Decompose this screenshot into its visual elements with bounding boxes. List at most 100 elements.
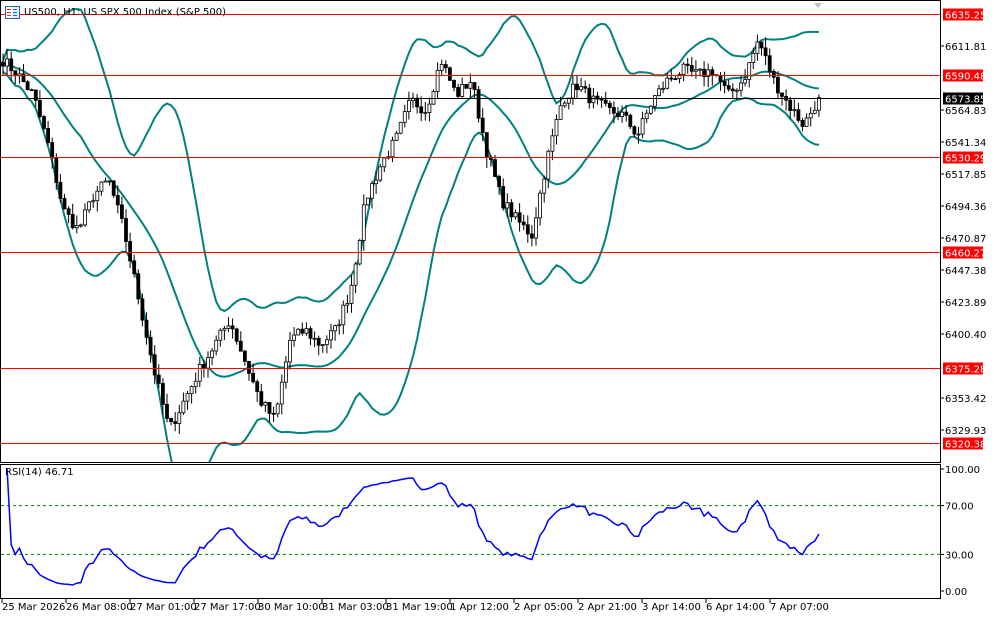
candle-bull bbox=[431, 91, 436, 105]
candle-bear bbox=[300, 328, 305, 334]
candle-bear bbox=[730, 88, 735, 92]
candle-bear bbox=[70, 214, 75, 229]
candle-bear bbox=[251, 372, 256, 383]
candle-bear bbox=[800, 119, 805, 127]
candle-bear bbox=[722, 81, 727, 87]
candle-bull bbox=[193, 380, 198, 387]
candle-bear bbox=[13, 70, 18, 77]
candle-bull bbox=[218, 329, 223, 341]
y-tick-label: 6423.89 bbox=[945, 298, 986, 309]
candle-bull bbox=[103, 180, 108, 183]
candle-bear bbox=[780, 92, 784, 97]
candle-bull bbox=[817, 97, 821, 111]
candle-bull bbox=[681, 63, 686, 75]
candle-bear bbox=[234, 328, 239, 342]
candle-bull bbox=[792, 109, 797, 112]
candle-bull bbox=[304, 328, 309, 334]
candle-bear bbox=[255, 381, 260, 393]
candle-bull bbox=[329, 330, 333, 341]
candle-bear bbox=[501, 186, 506, 209]
candle-bear bbox=[456, 87, 461, 97]
candle-bull bbox=[378, 166, 383, 181]
candle-bear bbox=[230, 325, 235, 330]
candle-bear bbox=[308, 328, 313, 339]
candle-bear bbox=[25, 81, 30, 91]
candle-bull bbox=[665, 77, 670, 89]
candle-bear bbox=[29, 89, 34, 92]
candle-bear bbox=[38, 100, 42, 117]
candle-bull bbox=[439, 64, 444, 71]
chart-title: US500, H1: US SPX 500 Index (S&P 500) bbox=[5, 6, 226, 19]
candle-bull bbox=[185, 393, 190, 402]
rsi-tick-label: 70.00 bbox=[945, 502, 974, 513]
candle-bull bbox=[427, 103, 432, 113]
level-price-tag bbox=[943, 362, 983, 375]
candle-bear bbox=[415, 97, 420, 108]
y-tick-label: 6470.87 bbox=[945, 234, 986, 245]
candle-bull bbox=[312, 337, 317, 340]
price-series bbox=[1, 8, 821, 462]
candle-bear bbox=[575, 83, 579, 91]
candle-bull bbox=[341, 304, 346, 326]
y-tick-label: 6447.38 bbox=[945, 266, 986, 277]
candle-bear bbox=[111, 180, 116, 196]
level-price-label: 6635.25 bbox=[945, 11, 986, 22]
level-price-tag bbox=[943, 69, 983, 82]
candle-bear bbox=[152, 354, 157, 376]
candle-bear bbox=[242, 350, 247, 362]
candle-bull bbox=[579, 86, 583, 91]
candle-bull bbox=[189, 386, 194, 395]
bollinger-middle-band bbox=[2, 61, 819, 378]
candle-bull bbox=[197, 364, 202, 382]
candle-bull bbox=[296, 328, 301, 336]
candle-bull bbox=[620, 111, 624, 118]
candle-bear bbox=[165, 403, 169, 419]
level-price-tag bbox=[943, 151, 983, 164]
candle-bear bbox=[788, 99, 793, 112]
candle-bear bbox=[120, 204, 124, 219]
candle-bull bbox=[288, 339, 292, 363]
candle-bull bbox=[275, 403, 280, 415]
candle-bear bbox=[771, 71, 776, 78]
level-price-label: 6320.38 bbox=[945, 440, 986, 451]
candle-bear bbox=[616, 112, 620, 118]
candle-bull bbox=[99, 181, 104, 192]
candle-bull bbox=[87, 201, 91, 211]
candle-bull bbox=[345, 303, 350, 306]
candle-bull bbox=[653, 95, 657, 107]
candle-bear bbox=[107, 180, 112, 183]
current-price-label: 6573.85 bbox=[945, 95, 986, 106]
candle-bear bbox=[58, 182, 63, 199]
candle-bull bbox=[365, 197, 370, 206]
level-price-tag bbox=[943, 8, 983, 21]
candle-bull bbox=[390, 139, 395, 158]
x-tick-label: 25 Mar 2026 bbox=[2, 602, 65, 613]
candle-bear bbox=[160, 383, 165, 405]
candle-bear bbox=[201, 364, 206, 369]
candle-bear bbox=[493, 159, 497, 177]
candle-bull bbox=[558, 105, 563, 120]
main-plot-frame bbox=[0, 0, 941, 463]
candle-bull bbox=[468, 82, 473, 89]
candle-bear bbox=[718, 74, 723, 82]
candle-bull bbox=[423, 112, 428, 114]
candle-bull bbox=[283, 361, 288, 383]
y-tick-label: 6400.40 bbox=[945, 330, 986, 341]
rsi-tick-label: 100.00 bbox=[945, 465, 980, 476]
current-price-tag bbox=[943, 92, 983, 105]
candle-bear bbox=[689, 65, 694, 72]
y-tick-label: 6353.42 bbox=[945, 394, 986, 405]
candle-bull bbox=[435, 69, 440, 92]
candle-bear bbox=[497, 176, 502, 187]
candle-bear bbox=[46, 128, 50, 143]
candle-bull bbox=[394, 132, 399, 141]
candle-bear bbox=[66, 208, 71, 215]
candle-bear bbox=[710, 69, 715, 76]
candle-bull bbox=[735, 89, 739, 92]
x-tick-label: 31 Mar 19:00 bbox=[386, 602, 453, 613]
candle-bear bbox=[521, 221, 526, 226]
candle-bull bbox=[398, 121, 403, 134]
candle-bull bbox=[648, 105, 653, 114]
candle-bull bbox=[812, 109, 817, 114]
